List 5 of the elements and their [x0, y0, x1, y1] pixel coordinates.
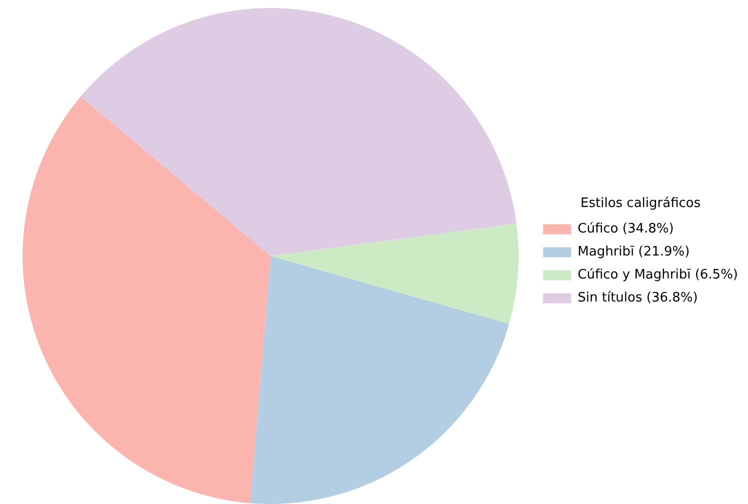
legend-title: Estilos caligráficos: [580, 196, 701, 212]
legend-label: Cúfico y Maghribī (6.5%): [578, 268, 738, 283]
legend-label: Cúfico (34.8%): [578, 222, 674, 237]
legend-label: Maghribī (21.9%): [578, 244, 690, 260]
legend-label: Sin títulos (36.8%): [578, 290, 698, 306]
